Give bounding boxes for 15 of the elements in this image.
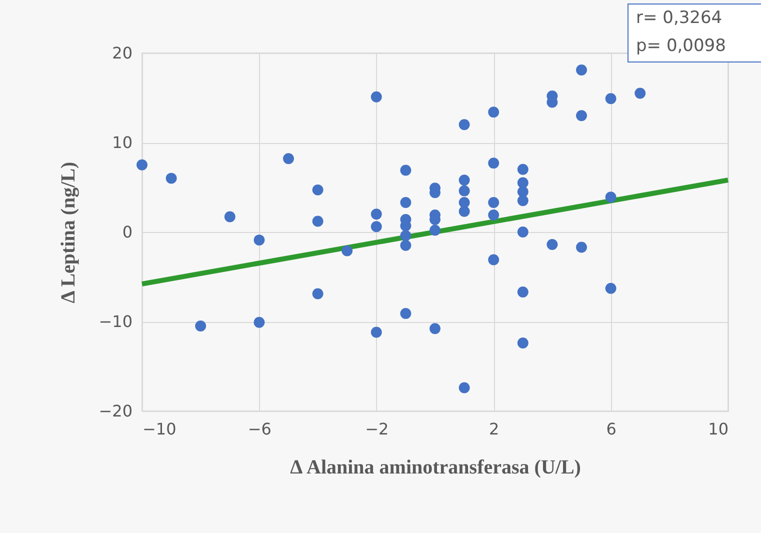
text: r= 0,3264 bbox=[636, 8, 722, 28]
y-tick-label: 20 bbox=[112, 44, 132, 62]
y-tick-label: −20 bbox=[98, 402, 132, 420]
x-tick-label: 6 bbox=[606, 420, 616, 438]
y-tick-label: 0 bbox=[122, 222, 132, 242]
y-tick-label: −10 bbox=[98, 312, 132, 331]
x-tick-label: −2 bbox=[365, 420, 389, 438]
y-tick-label: 10 bbox=[112, 133, 132, 152]
x-axis-title: Δ Alanina aminotransferasa (U/L) bbox=[290, 456, 581, 478]
x-tick-label: 2 bbox=[489, 420, 500, 438]
annotation: p= 0,0098 bbox=[636, 36, 726, 56]
y-axis-title: Δ Leptina (ng/L) bbox=[58, 162, 80, 304]
x-tick-label: −10 bbox=[142, 420, 176, 438]
x-tick-label: −6 bbox=[248, 420, 272, 438]
x-tick-label: 10 bbox=[708, 420, 728, 438]
